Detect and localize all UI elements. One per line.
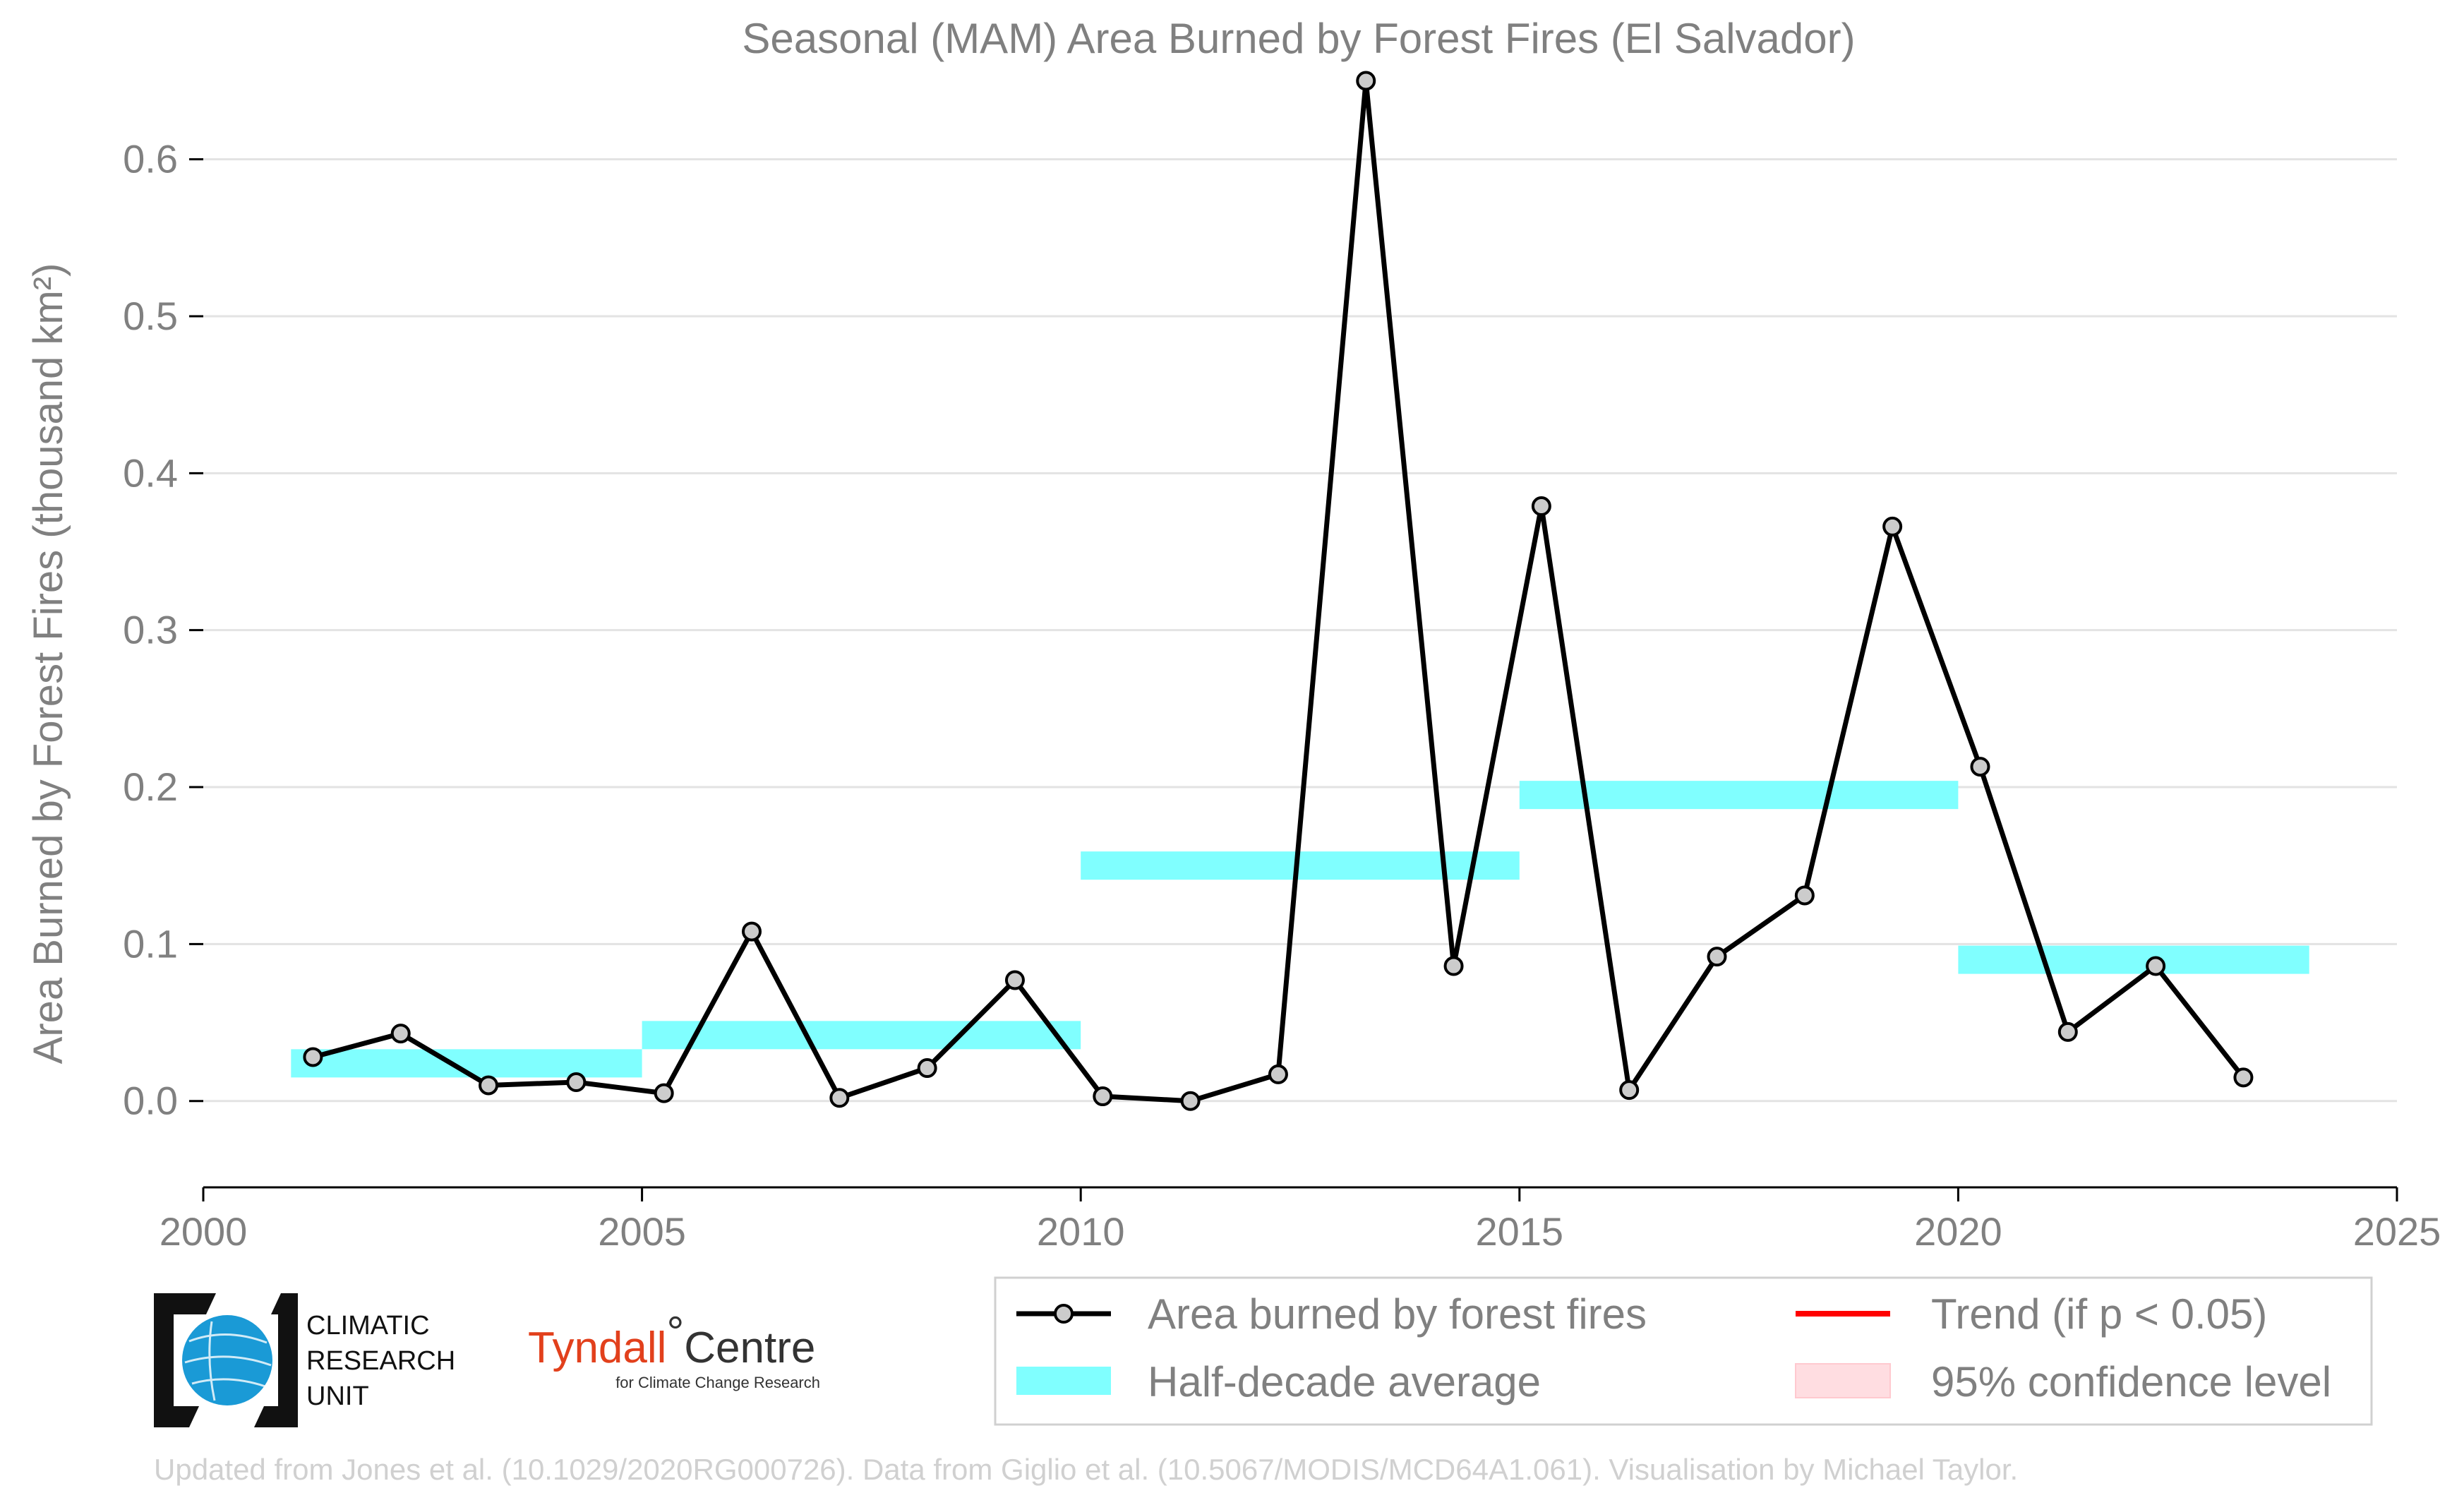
data-point (1531, 496, 1551, 517)
y-axis-ticks: 0.0 0.1 0.2 0.3 0.4 0.5 0.6 (123, 137, 203, 1123)
data-point (917, 1058, 937, 1079)
data-point (2146, 956, 2166, 976)
legend-confidence-swatch (1795, 1363, 1891, 1398)
data-point (566, 1072, 587, 1093)
legend-label-confidence: 95% confidence level (1931, 1358, 2331, 1405)
y-tick-label: 0.6 (123, 137, 178, 181)
data-point (1707, 947, 1727, 967)
legend-label-trend: Trend (if p < 0.05) (1931, 1290, 2267, 1338)
data-point (1180, 1091, 1201, 1111)
x-tick-label: 2020 (1914, 1209, 2002, 1254)
y-tick-label: 0.5 (123, 294, 178, 338)
data-point (303, 1047, 323, 1067)
chart-title: Seasonal (MAM) Area Burned by Forest Fir… (742, 15, 1855, 62)
legend-marker-swatch (1054, 1304, 1074, 1324)
half-decade-bar-4 (1958, 945, 2309, 974)
data-point (1004, 970, 1025, 990)
tyndall-word: Tyndall (528, 1324, 666, 1372)
legend-label-area-burned: Area burned by forest fires (1148, 1290, 1647, 1338)
y-tick-label: 0.1 (123, 921, 178, 966)
series-area-burned (303, 71, 2254, 1111)
y-tick-label: 0.3 (123, 608, 178, 652)
footer-credit: Updated from Jones et al. (10.1029/2020R… (154, 1453, 2018, 1486)
data-point (2057, 1021, 2078, 1042)
data-point (1794, 885, 1815, 906)
legend: Area burned by forest fires Half-decade … (994, 1276, 2373, 1426)
tyndall-wordmark: Tyndall°Centre (528, 1308, 815, 1372)
tyndall-logo: Tyndall°Centre for Climate Change Resear… (528, 1308, 820, 1391)
cru-line-3: UNIT (306, 1381, 369, 1411)
x-tick-label: 2015 (1476, 1209, 1564, 1254)
cru-line-1: CLIMATIC (306, 1311, 430, 1341)
cru-bracket-left (154, 1293, 216, 1427)
x-tick-label: 2025 (2353, 1209, 2441, 1254)
half-decade-bar-2 (1081, 851, 1520, 880)
data-point (1619, 1080, 1640, 1101)
cru-line-2: RESEARCH (306, 1346, 455, 1376)
data-point (1356, 71, 1376, 91)
x-tick-label: 2005 (598, 1209, 686, 1254)
x-tick-label: 2010 (1037, 1209, 1125, 1254)
data-point (390, 1024, 411, 1044)
data-point (1268, 1064, 1288, 1084)
y-tick-label: 0.2 (123, 765, 178, 809)
data-point (742, 921, 762, 942)
x-axis-ticks: 2000 2005 2010 2015 2020 2025 (160, 1187, 2441, 1254)
tyndall-centre-word: Centre (684, 1324, 815, 1372)
x-tick-label: 2000 (160, 1209, 248, 1254)
data-point (654, 1083, 674, 1103)
cru-bracket-right (254, 1293, 298, 1427)
y-axis-label: Area Burned by Forest Fires (thousand km… (25, 263, 71, 1065)
legend-label-half-decade: Half-decade average (1148, 1358, 1541, 1405)
data-point (2233, 1067, 2254, 1088)
legend-box (994, 1276, 2373, 1426)
data-point (1970, 757, 1990, 777)
data-point (479, 1075, 499, 1096)
tyndall-degree: ° (666, 1308, 684, 1357)
gridlines (203, 158, 2397, 1103)
globe-lines (184, 1321, 272, 1401)
data-point (1882, 516, 1903, 536)
y-tick-label: 0.0 (123, 1079, 178, 1123)
legend-band-swatch (1016, 1367, 1111, 1395)
tyndall-subtitle: for Climate Change Research (615, 1374, 820, 1391)
cru-logo: CLIMATIC RESEARCH UNIT (154, 1293, 455, 1427)
series-line (312, 78, 2246, 1104)
data-point (1443, 956, 1464, 976)
data-point (1093, 1086, 1113, 1107)
half-decade-bar-3 (1519, 781, 1959, 810)
data-point (829, 1088, 850, 1108)
half-decade-bar-1 (642, 1021, 1081, 1050)
y-tick-label: 0.4 (123, 450, 178, 495)
